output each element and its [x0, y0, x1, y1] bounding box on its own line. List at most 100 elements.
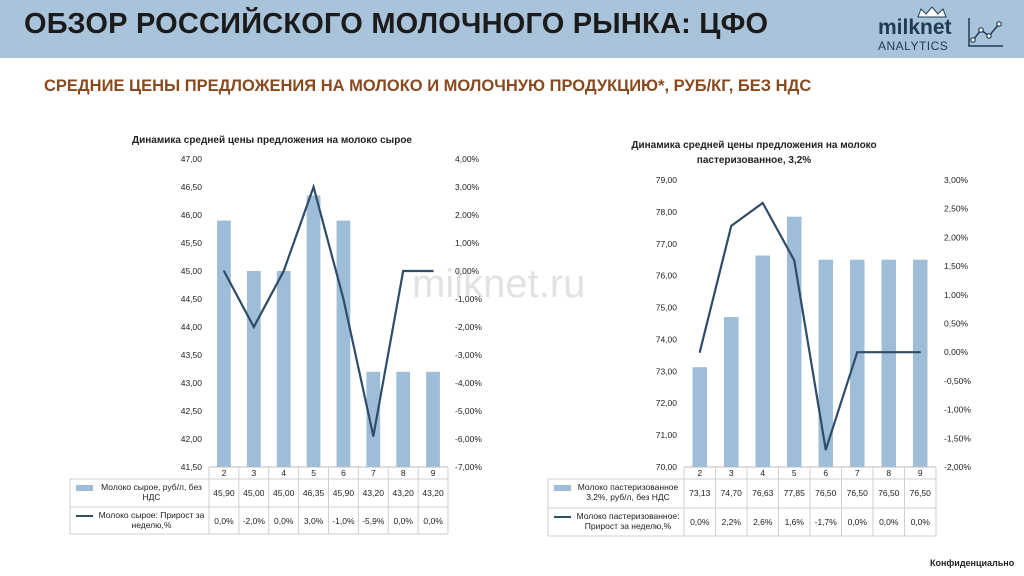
x-tick-label: 5 [792, 468, 797, 478]
y-left-tick-label: 46,00 [181, 210, 203, 220]
watermark: milknet.ru [412, 262, 586, 306]
y-right-tick-label: 2,00% [455, 210, 480, 220]
y-right-tick-label: -5,00% [455, 406, 482, 416]
y-left-tick-label: 79,00 [656, 175, 678, 185]
y-right-tick-label: 3,00% [944, 175, 969, 185]
bar [426, 371, 440, 467]
x-tick-label: 8 [401, 468, 406, 478]
legend-label: Молоко сырое: Прирост за неделю,% [99, 510, 205, 530]
crown-icon [917, 6, 947, 18]
growth-point [282, 270, 285, 272]
table-cell-growth-value: 0,0% [879, 517, 899, 527]
y-right-tick-label: 0,00% [455, 266, 480, 276]
bar [913, 259, 928, 467]
x-tick-label: 2 [222, 468, 227, 478]
y-right-tick-label: -2,00% [455, 322, 482, 332]
y-left-tick-label: 42,00 [181, 434, 203, 444]
y-right-tick-label: -4,00% [455, 378, 482, 388]
bar [818, 259, 833, 467]
table-cell-bar-value: 43,20 [393, 488, 415, 498]
y-right-tick-label: -1,50% [944, 433, 971, 443]
table-cell-bar-value: 45,00 [243, 488, 265, 498]
x-tick-label: 3 [251, 468, 256, 478]
legend-label: Молоко сырое, руб/л, без НДС [101, 482, 202, 502]
growth-point [919, 351, 922, 354]
x-tick-label: 9 [918, 468, 923, 478]
y-left-tick-label: 45,50 [181, 238, 203, 248]
y-left-tick-label: 72,00 [656, 398, 678, 408]
legend-key-bar [76, 485, 93, 491]
table-cell-growth-value: 2,6% [753, 517, 773, 527]
growth-point [793, 259, 796, 262]
chart-title: Динамика средней цены предложения на мол… [631, 140, 876, 151]
y-left-tick-label: 41,50 [181, 462, 203, 472]
y-left-tick-label: 77,00 [656, 239, 678, 249]
bar [692, 367, 707, 467]
table-cell-bar-value: 74,70 [721, 488, 743, 498]
y-right-tick-label: -3,00% [455, 350, 482, 360]
y-right-tick-label: 2,00% [944, 232, 969, 242]
growth-line [698, 201, 921, 451]
x-tick-label: 7 [855, 468, 860, 478]
table-cell-bar-value: 76,63 [752, 488, 774, 498]
x-tick-label: 8 [886, 468, 891, 478]
y-right-tick-label: 3,00% [455, 182, 480, 192]
y-left-tick-label: 43,00 [181, 378, 203, 388]
table-cell-growth-value: 0,0% [690, 517, 710, 527]
table-cell-bar-value: 43,20 [363, 488, 385, 498]
table-cell-growth-value: -1,0% [332, 516, 355, 526]
y-right-tick-label: 0,50% [944, 319, 969, 329]
y-right-tick-label: -6,00% [455, 434, 482, 444]
legend-key-bar [554, 485, 571, 491]
growth-point [761, 202, 764, 204]
bar [366, 371, 381, 467]
y-left-tick-label: 70,00 [656, 462, 678, 472]
table-cell-bar-value: 46,35 [303, 488, 325, 498]
y-right-tick-label: -0,50% [944, 376, 971, 386]
y-right-tick-label: 4,00% [455, 154, 480, 164]
bar [787, 216, 802, 467]
growth-point [824, 448, 827, 451]
y-right-tick-label: 2,50% [944, 204, 969, 214]
table-cell-bar-value: 76,50 [910, 488, 932, 498]
growth-point [312, 186, 315, 188]
x-tick-label: 6 [341, 468, 346, 478]
y-right-tick-label: 1,00% [455, 238, 480, 248]
table-cell-growth-value: 0,0% [394, 516, 414, 526]
growth-point [342, 298, 345, 300]
y-left-tick-label: 46,50 [181, 182, 203, 192]
bar [306, 195, 321, 467]
y-right-tick-label: -2,00% [944, 462, 971, 472]
table-cell-bar-value: 73,13 [689, 488, 711, 498]
table-cell-growth-value: 0,0% [214, 516, 234, 526]
legend-label: Молоко пастеризованное 3,2%, руб/л, без Н… [578, 482, 679, 502]
bar [850, 259, 865, 467]
table-cell-growth-value: 0,0% [274, 516, 294, 526]
chart-title: Динамика средней цены предложения на мол… [132, 135, 412, 146]
bar [881, 259, 896, 467]
x-tick-label: 7 [371, 468, 376, 478]
growth-point [253, 326, 255, 328]
growth-point [698, 351, 701, 354]
table-cell-growth-value: -2,0% [243, 516, 266, 526]
y-left-tick-label: 75,00 [656, 303, 678, 313]
y-left-tick-label: 44,00 [181, 322, 203, 332]
growth-point [432, 270, 434, 272]
growth-point [887, 351, 890, 354]
confidential-label: Конфиденциально [930, 558, 1015, 568]
x-tick-label: 2 [697, 468, 702, 478]
x-tick-label: 9 [431, 468, 436, 478]
x-tick-label: 6 [823, 468, 828, 478]
bar [396, 371, 411, 467]
legend-label: Молоко пастеризованное: Прирост за неделю… [577, 511, 680, 531]
bar [724, 317, 739, 467]
chart-title: пастеризованное, 3,2% [697, 155, 811, 166]
y-left-tick-label: 76,00 [656, 271, 678, 281]
analytics-chart-icon [968, 18, 1003, 47]
table-cell-growth-value: 0,0% [911, 517, 931, 527]
table-cell-growth-value: -1,7% [815, 517, 838, 527]
y-right-tick-label: 1,00% [944, 290, 969, 300]
table-cell-growth-value: -5,9% [362, 516, 385, 526]
table-cell-bar-value: 76,50 [878, 488, 900, 498]
